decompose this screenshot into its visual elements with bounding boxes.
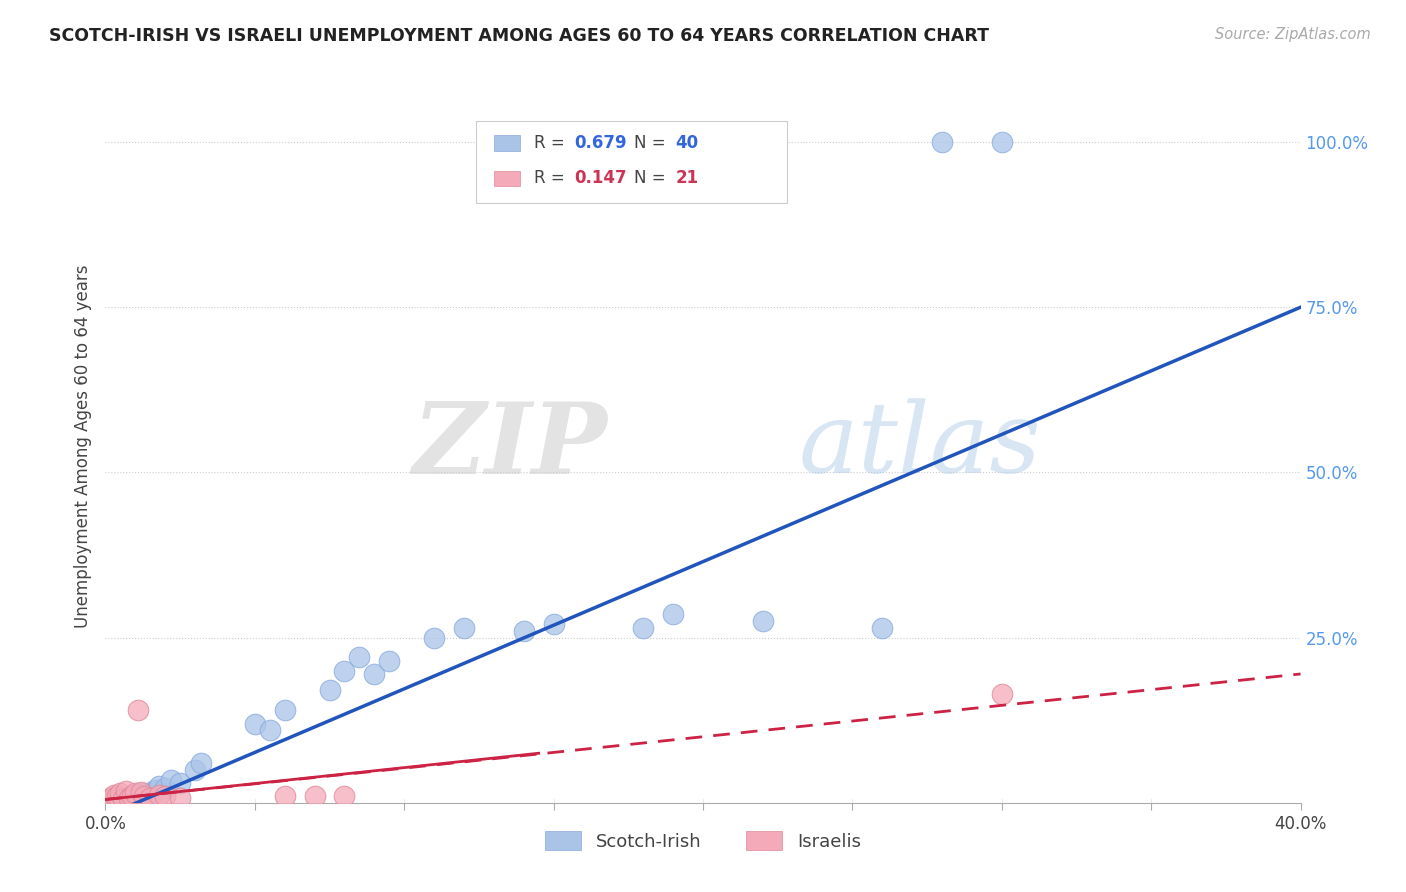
Text: 40: 40 xyxy=(675,134,699,152)
Text: ZIP: ZIP xyxy=(412,398,607,494)
Text: 21: 21 xyxy=(675,169,699,187)
Point xyxy=(273,703,295,717)
Point xyxy=(142,784,165,798)
Point xyxy=(124,786,146,800)
Point xyxy=(115,791,138,805)
Point xyxy=(543,617,565,632)
Point xyxy=(169,790,191,805)
Text: N =: N = xyxy=(634,169,671,187)
Text: N =: N = xyxy=(634,134,671,152)
Point xyxy=(423,631,446,645)
Point xyxy=(100,792,122,806)
Point xyxy=(110,786,132,800)
Point xyxy=(139,787,162,801)
Point xyxy=(990,135,1012,149)
Point xyxy=(243,716,266,731)
Point xyxy=(100,790,122,805)
Point xyxy=(118,792,141,806)
Point xyxy=(155,781,177,796)
Point xyxy=(129,786,153,800)
Point xyxy=(378,654,401,668)
Text: atlas: atlas xyxy=(799,399,1042,493)
Point xyxy=(633,621,655,635)
Point xyxy=(103,788,125,802)
Point xyxy=(333,789,356,804)
Point xyxy=(145,782,167,797)
Y-axis label: Unemployment Among Ages 60 to 64 years: Unemployment Among Ages 60 to 64 years xyxy=(73,264,91,628)
Text: Source: ZipAtlas.com: Source: ZipAtlas.com xyxy=(1215,27,1371,42)
Point xyxy=(110,792,132,806)
Point xyxy=(304,789,326,804)
Text: R =: R = xyxy=(534,134,571,152)
Point xyxy=(127,790,149,805)
Point xyxy=(169,776,191,790)
Point xyxy=(363,667,385,681)
Point xyxy=(121,789,143,804)
Point xyxy=(662,607,685,622)
Point xyxy=(318,683,340,698)
Point xyxy=(184,763,207,777)
FancyBboxPatch shape xyxy=(494,170,520,186)
Point xyxy=(121,789,143,804)
Point xyxy=(148,788,170,802)
Text: R =: R = xyxy=(534,169,571,187)
Point xyxy=(118,790,141,805)
Point xyxy=(112,792,135,806)
Point xyxy=(107,794,129,808)
Point xyxy=(124,788,146,802)
Point xyxy=(115,784,138,798)
FancyBboxPatch shape xyxy=(475,121,787,203)
Point xyxy=(333,664,356,678)
Point xyxy=(103,790,125,805)
Point xyxy=(112,793,135,807)
Point xyxy=(134,789,156,804)
Point xyxy=(107,789,129,804)
Point xyxy=(127,703,149,717)
Point xyxy=(259,723,281,738)
Point xyxy=(872,621,894,635)
Point xyxy=(155,789,177,804)
Text: 0.147: 0.147 xyxy=(574,169,627,187)
Point xyxy=(134,789,156,804)
Text: 0.679: 0.679 xyxy=(574,134,627,152)
Point xyxy=(751,614,773,628)
Point xyxy=(513,624,536,638)
Point xyxy=(453,621,475,635)
Point xyxy=(190,756,212,771)
Point xyxy=(349,650,371,665)
FancyBboxPatch shape xyxy=(494,135,520,151)
Text: SCOTCH-IRISH VS ISRAELI UNEMPLOYMENT AMONG AGES 60 TO 64 YEARS CORRELATION CHART: SCOTCH-IRISH VS ISRAELI UNEMPLOYMENT AMO… xyxy=(49,27,990,45)
Point xyxy=(273,789,295,804)
Point xyxy=(97,792,120,806)
Point xyxy=(124,789,146,804)
Legend: Scotch-Irish, Israelis: Scotch-Irish, Israelis xyxy=(538,824,868,858)
Point xyxy=(160,772,183,787)
Point xyxy=(990,687,1012,701)
Point xyxy=(129,785,153,799)
Point xyxy=(148,779,170,793)
Point xyxy=(139,790,162,805)
Point xyxy=(931,135,953,149)
